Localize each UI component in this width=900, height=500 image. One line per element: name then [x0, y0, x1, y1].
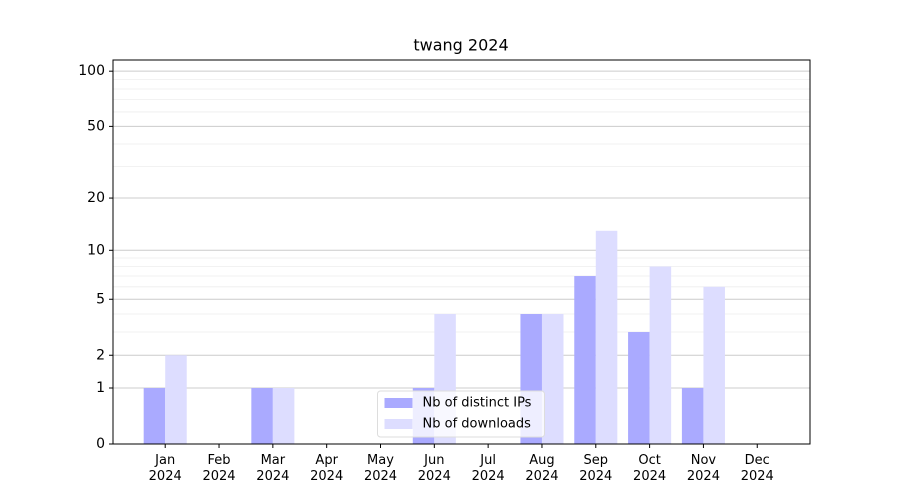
- x-tick-label: Jul 2024: [471, 453, 505, 484]
- legend: Nb of distinct IPs Nb of downloads: [377, 390, 545, 438]
- bar: [165, 355, 187, 444]
- plot-frame: [112, 59, 811, 445]
- bar: [541, 313, 564, 444]
- bar: [251, 388, 273, 444]
- x-tick-label: May 2024: [363, 453, 398, 484]
- x-tick-label: Jan 2024: [148, 453, 182, 484]
- y-tick-label: 100: [78, 63, 105, 79]
- y-tick-label: 0: [96, 436, 105, 452]
- bar: [595, 230, 618, 444]
- bar: [681, 388, 704, 444]
- y-tick-label: 20: [87, 190, 105, 206]
- bar: [703, 286, 725, 444]
- y-tick-label: 2: [96, 347, 105, 363]
- legend-swatch: [384, 398, 413, 408]
- x-tick-label: Aug 2024: [525, 453, 559, 484]
- bar: [649, 266, 672, 444]
- chart-title: twang 2024: [413, 36, 508, 55]
- y-tick-label: 50: [87, 118, 105, 134]
- x-tick-label: Feb 2024: [202, 453, 236, 484]
- x-tick-label: Mar 2024: [256, 453, 290, 484]
- y-tick-label: 5: [96, 291, 105, 307]
- x-tick-label: Jun 2024: [417, 453, 451, 484]
- legend-label: Nb of downloads: [423, 417, 532, 432]
- y-tick-label: 1: [96, 380, 105, 396]
- bar: [574, 276, 596, 444]
- x-tick-label: Dec 2024: [740, 453, 774, 484]
- legend-label: Nb of distinct IPs: [423, 396, 532, 411]
- bar: [272, 388, 295, 444]
- legend-swatch: [384, 419, 413, 429]
- y-tick-label: 10: [87, 242, 105, 258]
- x-tick-label: Apr 2024: [310, 453, 344, 484]
- x-tick-label: Sep 2024: [579, 453, 613, 484]
- x-tick-label: Oct 2024: [633, 453, 667, 484]
- x-tick-label: Nov 2024: [686, 453, 720, 484]
- bar: [143, 388, 166, 444]
- bar: [628, 332, 650, 444]
- legend-box: [377, 390, 545, 438]
